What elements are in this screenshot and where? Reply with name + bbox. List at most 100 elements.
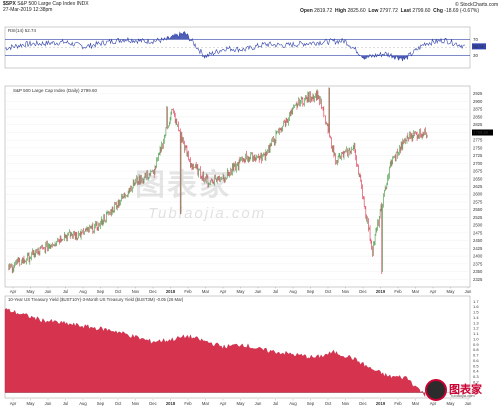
price-x-label: 2018 bbox=[166, 289, 176, 294]
price-x-label: Oct bbox=[325, 289, 332, 294]
price-tick-label: 2475 bbox=[473, 230, 483, 235]
spread-tick-label: 0.7 bbox=[473, 353, 479, 358]
price-x-label: Feb bbox=[184, 289, 192, 294]
price-x-label: Jul bbox=[273, 289, 278, 294]
price-tick-label: 2875 bbox=[473, 107, 483, 112]
price-x-label: Jul bbox=[63, 289, 68, 294]
logo-text: 图表家 bbox=[449, 384, 482, 396]
price-tick-label: 2850 bbox=[473, 114, 483, 119]
spread-x-label: Dec bbox=[359, 401, 366, 406]
spread-x-label: 2018 bbox=[166, 401, 176, 406]
spread-tick-label: 0.0 bbox=[473, 390, 479, 395]
spread-tick-label: 0.8 bbox=[473, 347, 479, 352]
brand-credit: © StockCharts.com bbox=[455, 2, 499, 8]
spread-x-label: Aug bbox=[79, 401, 87, 406]
spread-x-label: 2019 bbox=[376, 401, 386, 406]
spread-tick-label: 1.3 bbox=[473, 320, 479, 325]
spread-x-label: Apr bbox=[430, 401, 437, 406]
watermark-subtext: Tubiaojia.com bbox=[148, 205, 267, 222]
price-tick-label: 2400 bbox=[473, 254, 483, 259]
spread-tick-label: 1.0 bbox=[473, 336, 479, 341]
price-x-label: May bbox=[447, 289, 456, 294]
price-tick-label: 2675 bbox=[473, 169, 483, 174]
spread-tick-label: 0.4 bbox=[473, 369, 479, 374]
price-tick-label: 2650 bbox=[473, 176, 483, 181]
spread-x-label: May bbox=[237, 401, 246, 406]
price-x-label: May bbox=[27, 289, 36, 294]
spread-tick-label: 1.2 bbox=[473, 326, 479, 331]
price-tick-label: 2700 bbox=[473, 161, 483, 166]
price-x-label: Sep bbox=[307, 289, 315, 294]
price-x-label: Feb bbox=[394, 289, 402, 294]
spread-x-label: Jun bbox=[255, 401, 262, 406]
spread-x-label: Nov bbox=[342, 401, 350, 406]
spread-tick-label: 0.2 bbox=[473, 379, 479, 384]
price-tick-label: 2575 bbox=[473, 199, 483, 204]
price-x-label: Dec bbox=[149, 289, 156, 294]
price-x-label: Apr bbox=[430, 289, 437, 294]
price-tick-label: 2350 bbox=[473, 269, 483, 274]
spread-x-label: May bbox=[447, 401, 456, 406]
spread-panel: 0.00.10.20.30.40.50.60.70.80.91.01.11.21… bbox=[4, 295, 479, 406]
watermark-text: 图表家 bbox=[135, 169, 231, 202]
spread-x-label: Sep bbox=[307, 401, 315, 406]
spread-tick-label: 1.4 bbox=[473, 315, 479, 320]
price-tick-label: 2525 bbox=[473, 215, 483, 220]
price-tick-label: 2325 bbox=[473, 277, 483, 282]
price-x-label: Oct bbox=[115, 289, 122, 294]
price-tick-label: 2825 bbox=[473, 122, 483, 127]
price-tick-label: 2500 bbox=[473, 223, 483, 228]
price-tick-label: 2600 bbox=[473, 192, 483, 197]
rsi-current-badge bbox=[472, 43, 486, 50]
price-x-label: Mar bbox=[202, 289, 210, 294]
price-tick-label: 2450 bbox=[473, 238, 483, 243]
price-tick-label: 2725 bbox=[473, 153, 483, 158]
spread-x-label: Oct bbox=[115, 401, 122, 406]
price-tick-label: 2900 bbox=[473, 99, 483, 104]
price-current-badge bbox=[472, 129, 493, 136]
spread-tick-label: 0.1 bbox=[473, 385, 479, 390]
spread-x-label: Aug bbox=[289, 401, 297, 406]
spread-x-label: Jul bbox=[273, 401, 278, 406]
price-tick-label: 2375 bbox=[473, 261, 483, 266]
price-tick-label: 2925 bbox=[473, 91, 483, 96]
spread-tick-label: 0.6 bbox=[473, 358, 479, 363]
quote-stats: Open 2819.72 High 2825.60 Low 2797.72 La… bbox=[300, 8, 480, 14]
spread-area bbox=[4, 308, 426, 397]
price-tick-label: 2625 bbox=[473, 184, 483, 189]
spread-tick-label: 1.1 bbox=[473, 331, 479, 336]
spread-x-label: May bbox=[27, 401, 36, 406]
spread-x-label: Feb bbox=[184, 401, 192, 406]
price-x-label: Apr bbox=[220, 289, 227, 294]
rsi-series-line bbox=[4, 31, 466, 62]
price-tick-label: 2750 bbox=[473, 145, 483, 150]
price-x-label: Mar bbox=[412, 289, 420, 294]
spread-x-label: Dec bbox=[149, 401, 156, 406]
price-x-label: Apr bbox=[10, 289, 17, 294]
price-x-label: Jun bbox=[465, 289, 472, 294]
price-x-label: Aug bbox=[79, 289, 87, 294]
price-current-label: 2799.60 bbox=[473, 130, 489, 135]
price-tick-label: 2775 bbox=[473, 138, 483, 143]
spread-x-label: Jun bbox=[45, 401, 52, 406]
spread-tick-label: 0.5 bbox=[473, 363, 479, 368]
rsi-tick-label: 30 bbox=[473, 53, 479, 58]
price-panel: 2325 2350 2375 2400 2425 2450 2475 2500 2525 2550… bbox=[4, 85, 493, 294]
spread-x-label: Mar bbox=[412, 401, 420, 406]
spread-tick-label: 0.9 bbox=[473, 342, 479, 347]
rsi-tick-label: 70 bbox=[473, 37, 479, 42]
spread-x-label: Nov bbox=[132, 401, 140, 406]
price-x-label: Jun bbox=[255, 289, 262, 294]
spread-x-label: Apr bbox=[220, 401, 227, 406]
price-x-label: Sep bbox=[97, 289, 105, 294]
price-legend: S&P 500 Large Cap Index (Daily) 2799.60 bbox=[13, 88, 97, 93]
spread-x-label: Oct bbox=[325, 401, 332, 406]
logo-badge-icon bbox=[425, 379, 447, 401]
spread-x-label: Apr bbox=[10, 401, 17, 406]
spread-tick-label: 1.6 bbox=[473, 304, 479, 309]
price-x-label: Nov bbox=[342, 289, 350, 294]
spread-legend: 10-Year US Treasury Yield ($UST10Y)-3-Mo… bbox=[8, 297, 184, 302]
